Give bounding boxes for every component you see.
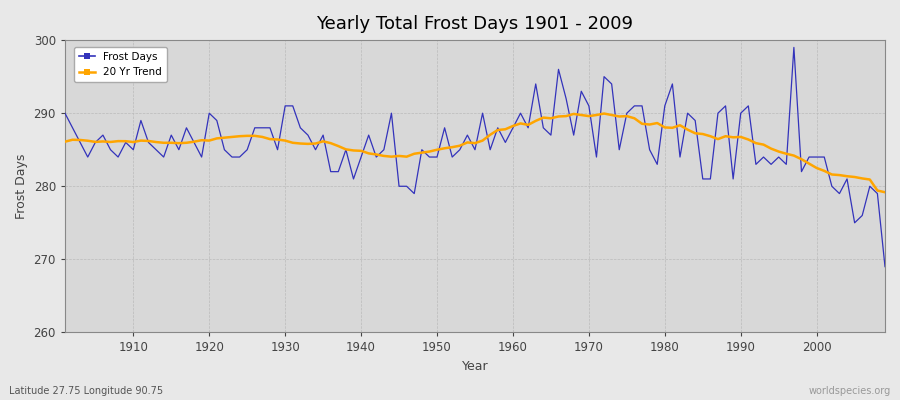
Y-axis label: Frost Days: Frost Days xyxy=(15,154,28,219)
Title: Yearly Total Frost Days 1901 - 2009: Yearly Total Frost Days 1901 - 2009 xyxy=(317,15,634,33)
Text: worldspecies.org: worldspecies.org xyxy=(809,386,891,396)
Legend: Frost Days, 20 Yr Trend: Frost Days, 20 Yr Trend xyxy=(75,47,167,82)
X-axis label: Year: Year xyxy=(462,360,489,373)
Text: Latitude 27.75 Longitude 90.75: Latitude 27.75 Longitude 90.75 xyxy=(9,386,163,396)
